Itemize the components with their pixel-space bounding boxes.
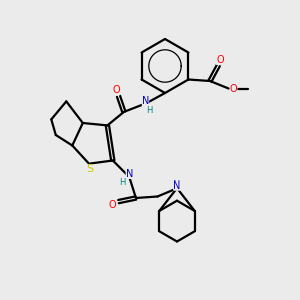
- Text: N: N: [173, 180, 181, 190]
- Text: H: H: [119, 178, 126, 187]
- Text: N: N: [142, 96, 149, 106]
- Text: O: O: [112, 85, 120, 95]
- Text: O: O: [230, 84, 238, 94]
- Text: S: S: [87, 164, 94, 175]
- Text: O: O: [216, 55, 224, 65]
- Text: N: N: [126, 169, 133, 179]
- Text: O: O: [109, 200, 116, 210]
- Text: N: N: [173, 181, 181, 191]
- Text: H: H: [146, 106, 152, 115]
